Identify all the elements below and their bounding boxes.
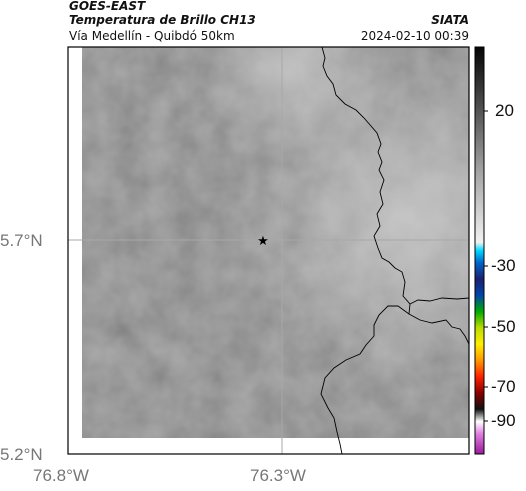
agency-label: SIATA: [431, 13, 469, 27]
lon-tick-76-3: 76.3°W: [250, 466, 306, 485]
colorbar-label-minus-70: -70: [491, 377, 516, 396]
southern-boundary: [320, 305, 410, 455]
colorbar-label-20: 20: [495, 101, 514, 120]
department-boundary: [321, 46, 470, 345]
timestamp: 2024-02-10 00:39: [360, 29, 469, 43]
title-product: Temperatura de Brillo CH13: [69, 13, 256, 27]
lat-tick-5-2: 5.2°N: [0, 445, 43, 464]
star-marker-icon: ★: [257, 234, 269, 249]
title-satellite: GOES-EAST: [69, 0, 146, 13]
satellite-imagery: [82, 47, 469, 438]
colorbar-label-minus-50: -50: [491, 317, 516, 336]
municipal-boundary: [409, 297, 470, 305]
lon-tick-76-8: 76.8°W: [33, 466, 89, 485]
colorbar-label-minus-30: -30: [491, 256, 516, 275]
colorbar-label-minus-90: -90: [491, 411, 516, 430]
lat-tick-5-7: 5.7°N: [0, 231, 43, 250]
colorbar: [474, 46, 485, 455]
colorbar-ticks: [484, 110, 488, 422]
region-subtitle: Vía Medellín - Quibdó 50km: [69, 29, 235, 43]
map-frame: [67, 46, 470, 455]
